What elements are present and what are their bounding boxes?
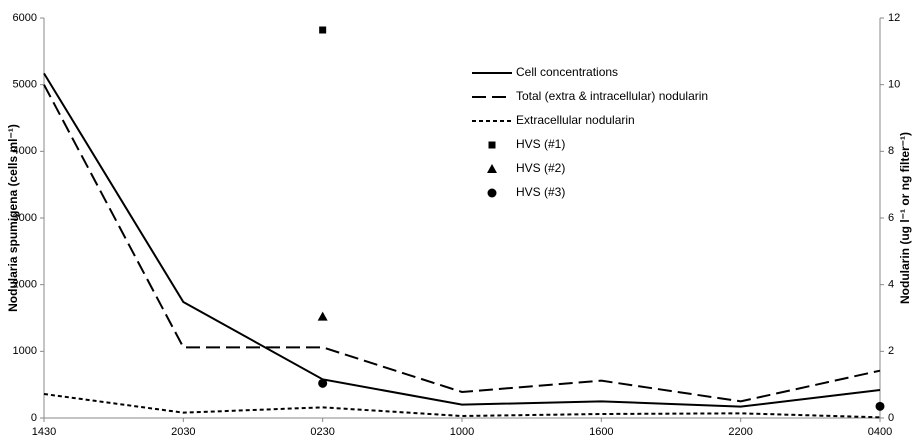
y-tick-label: 1000 xyxy=(13,345,37,357)
legend-marker xyxy=(487,188,497,198)
x-tick-label: 2200 xyxy=(728,426,752,438)
series-line xyxy=(43,393,881,419)
hvs-marker xyxy=(319,26,327,34)
legend-marker xyxy=(488,141,496,149)
y2-tick-label: 2 xyxy=(888,345,894,357)
y2-tick-label: 0 xyxy=(888,412,894,424)
legend-label: Total (extra & intracellular) nodularin xyxy=(516,89,708,103)
y2-axis-title: Nodularin (ug l⁻¹ or ng filter⁻¹) xyxy=(898,132,912,304)
legend-marker xyxy=(487,164,497,173)
y-tick-label: 5000 xyxy=(13,79,37,91)
y-tick-label: 2000 xyxy=(13,279,37,291)
y2-tick-label: 6 xyxy=(888,212,894,224)
legend-label: HVS (#1) xyxy=(516,137,565,151)
series-line xyxy=(43,84,881,403)
x-tick-label: 2030 xyxy=(171,426,195,438)
x-tick-label: 1000 xyxy=(450,426,474,438)
y2-tick-label: 10 xyxy=(888,79,900,91)
y2-tick-label: 4 xyxy=(888,279,894,291)
series-line xyxy=(43,72,881,408)
hvs-marker xyxy=(318,378,328,388)
y2-tick-label: 8 xyxy=(888,145,894,157)
y2-tick-label: 12 xyxy=(888,12,900,24)
legend-label: Extracellular nodularin xyxy=(516,113,635,127)
x-tick-label: 0400 xyxy=(868,426,892,438)
y-tick-label: 3000 xyxy=(13,212,37,224)
legend-label: HVS (#3) xyxy=(516,185,565,199)
legend-label: HVS (#2) xyxy=(516,161,565,175)
y-tick-label: 0 xyxy=(31,412,37,424)
hvs-marker xyxy=(875,401,885,411)
legend-label: Cell concentrations xyxy=(516,65,618,79)
y-tick-label: 6000 xyxy=(13,12,37,24)
x-tick-label: 1600 xyxy=(589,426,613,438)
x-tick-label: 1430 xyxy=(32,426,56,438)
y-tick-label: 4000 xyxy=(13,145,37,157)
y-axis-title: Nodularia spumigena (cells ml⁻¹) xyxy=(6,124,20,312)
x-tick-label: 0230 xyxy=(310,426,334,438)
hvs-marker xyxy=(317,311,328,321)
